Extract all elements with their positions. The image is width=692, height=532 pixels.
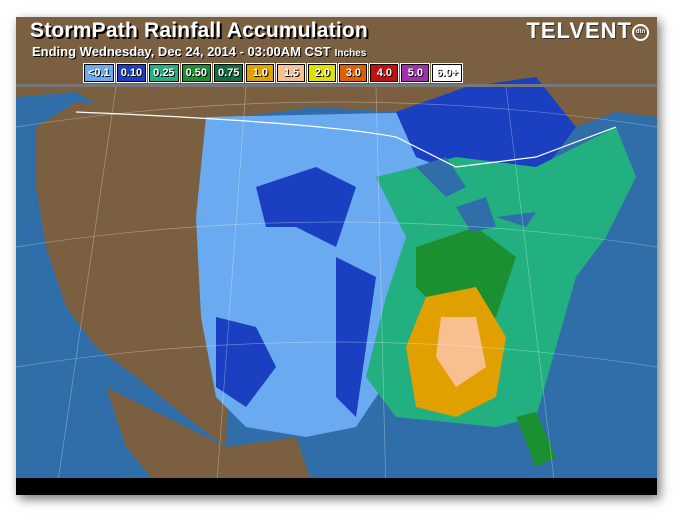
- bottom-bar: [16, 478, 657, 495]
- dtn-badge-icon: dtn: [632, 23, 649, 41]
- telvent-logo: TELVENT dtn: [526, 18, 649, 44]
- legend-chip: 6.0+: [431, 63, 464, 83]
- legend-chip: 5.0: [400, 63, 431, 83]
- map-title: StormPath Rainfall Accumulation: [30, 19, 368, 42]
- florida: [516, 412, 556, 467]
- legend-chip: 1.5: [276, 63, 307, 83]
- peach-region: [436, 317, 486, 387]
- rainfall-legend: <0.1 0.10 0.25 0.50 0.75 1.0 1.5 2.0 3.0…: [83, 63, 464, 83]
- canada-land: [16, 17, 657, 127]
- legend-chip: 4.0: [369, 63, 400, 83]
- us-border: [75, 111, 617, 168]
- header-separator: [16, 84, 657, 87]
- legend-chip: 2.0: [307, 63, 338, 83]
- graticule: [16, 86, 657, 495]
- us-west-land: [36, 102, 236, 447]
- legend-chip: 0.50: [180, 63, 212, 83]
- legend-chip: 0.25: [148, 63, 180, 83]
- blue-band: [216, 167, 376, 417]
- legend-chip: 0.10: [115, 63, 148, 83]
- legend-chip: 3.0: [338, 63, 369, 83]
- legend-chip: 1.0: [245, 63, 276, 83]
- map-subtitle: Ending Wednesday, Dec 24, 2014 - 03:00AM…: [32, 44, 366, 59]
- rainfall-map: [16, 17, 657, 495]
- valid-time: Ending Wednesday, Dec 24, 2014 - 03:00AM…: [32, 44, 331, 59]
- logo-text: TELVENT: [526, 18, 632, 43]
- canada-blue-region: [396, 77, 576, 177]
- units-label: Inches: [334, 48, 367, 59]
- rainfall-map-panel: StormPath Rainfall Accumulation Ending W…: [16, 17, 657, 495]
- great-lakes: [416, 157, 536, 232]
- legend-chip: 0.75: [212, 63, 245, 83]
- mexico-land: [106, 387, 316, 495]
- legend-chip: <0.1: [83, 63, 115, 83]
